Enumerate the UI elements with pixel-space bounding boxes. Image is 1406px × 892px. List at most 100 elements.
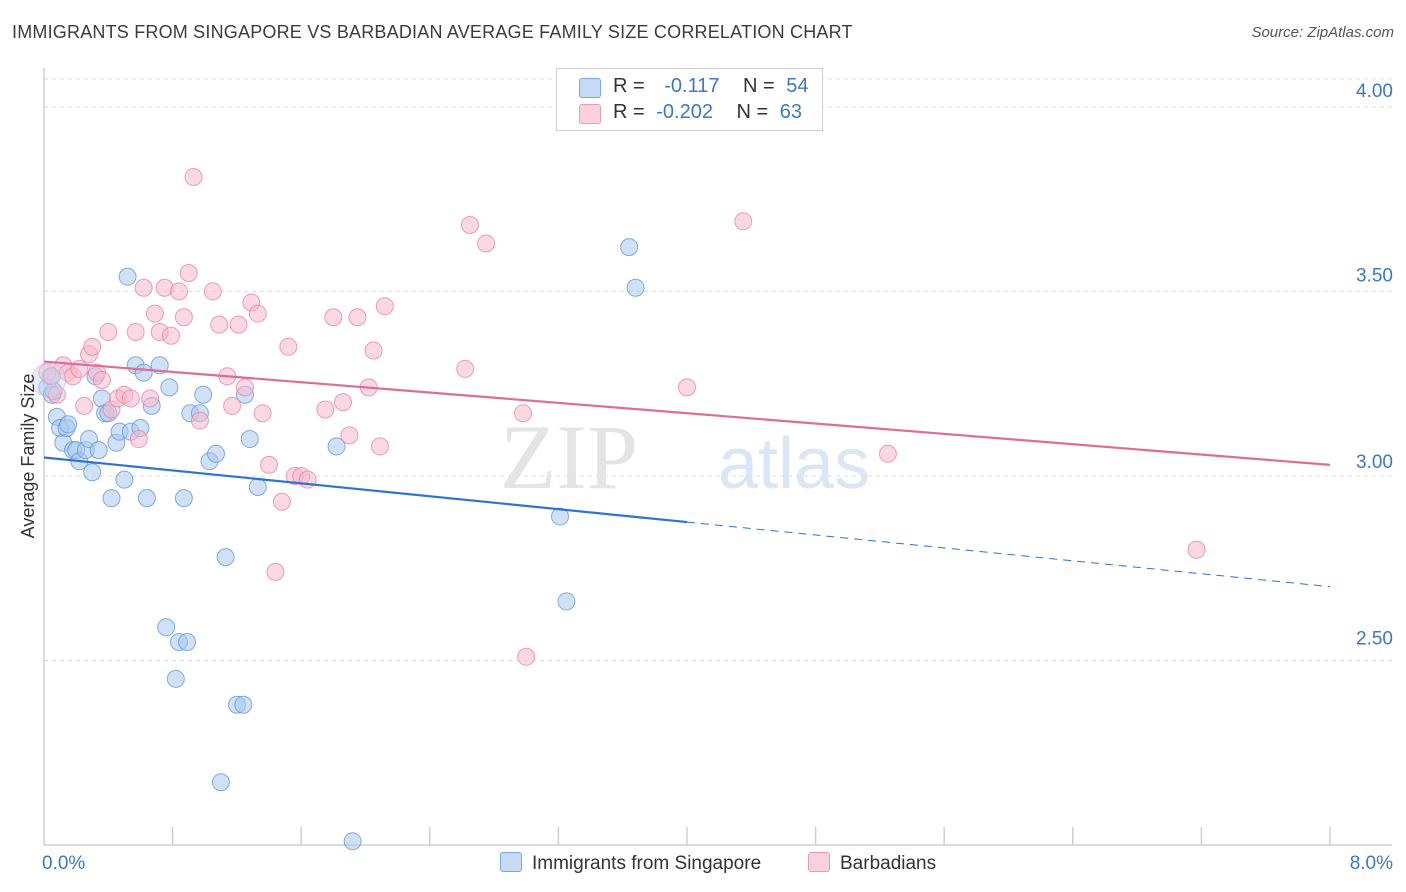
- point-singapore: [248, 478, 267, 497]
- watermark-zip: ZIP: [500, 406, 638, 508]
- point-barbadians: [348, 308, 367, 327]
- point-singapore: [551, 507, 570, 526]
- legend-swatch-singapore: [579, 78, 601, 98]
- point-singapore: [194, 385, 213, 404]
- legend-r-label: R =: [613, 75, 645, 97]
- legend-swatch-barbadians: [579, 104, 601, 124]
- point-barbadians: [203, 282, 222, 301]
- point-barbadians: [272, 492, 291, 511]
- point-singapore: [137, 489, 156, 508]
- bottom-legend-label-barbadians: Barbadians: [840, 853, 937, 874]
- point-barbadians: [364, 341, 383, 360]
- chart-title: IMMIGRANTS FROM SINGAPORE VS BARBADIAN A…: [12, 22, 853, 42]
- point-barbadians: [316, 400, 335, 419]
- bottom-legend-barbadians: Barbadians: [808, 852, 936, 875]
- point-barbadians: [678, 378, 696, 397]
- point-barbadians: [129, 430, 148, 449]
- point-barbadians: [121, 389, 140, 408]
- point-barbadians: [370, 437, 389, 456]
- point-barbadians: [210, 315, 229, 334]
- x-tick-label-max: 8.0%: [1350, 853, 1393, 874]
- point-barbadians: [223, 396, 242, 415]
- point-barbadians: [1187, 540, 1206, 559]
- legend-r-label: R =: [613, 101, 645, 123]
- point-singapore: [207, 444, 226, 463]
- legend-n-value: 54: [786, 75, 809, 97]
- point-singapore: [174, 489, 193, 508]
- y-tick-label: 3.50: [1356, 265, 1393, 286]
- point-singapore: [240, 430, 259, 449]
- point-singapore: [626, 278, 645, 297]
- y-axis-title: Average Family Size: [18, 374, 38, 539]
- point-barbadians: [517, 647, 536, 666]
- point-singapore: [160, 378, 179, 397]
- point-barbadians: [266, 562, 285, 581]
- point-barbadians: [134, 278, 153, 297]
- legend-n-value: 63: [779, 101, 803, 123]
- point-barbadians: [734, 212, 753, 231]
- point-singapore: [178, 633, 197, 652]
- point-barbadians: [235, 378, 254, 397]
- stats-legend: R = -0.117 N = 54 R = -0.202 N = 63: [556, 68, 823, 131]
- point-barbadians: [477, 234, 496, 253]
- bottom-legend-swatch-singapore: [500, 852, 522, 872]
- point-barbadians: [141, 389, 160, 408]
- point-barbadians: [340, 426, 359, 445]
- point-singapore: [343, 832, 362, 851]
- point-singapore: [102, 489, 121, 508]
- point-singapore: [115, 470, 134, 489]
- point-barbadians: [324, 308, 343, 327]
- point-barbadians: [260, 455, 279, 474]
- point-singapore: [118, 267, 137, 286]
- point-barbadians: [333, 393, 352, 412]
- point-barbadians: [161, 326, 180, 345]
- point-barbadians: [253, 404, 272, 423]
- point-singapore: [234, 695, 253, 714]
- point-singapore: [157, 618, 176, 637]
- trend-line-singapore: [43, 456, 688, 524]
- legend-r-value: -0.202: [656, 101, 713, 123]
- y-tick-label: 2.50: [1356, 628, 1393, 649]
- bottom-legend-label-singapore: Immigrants from Singapore: [532, 853, 762, 874]
- point-barbadians: [99, 323, 118, 342]
- watermark-atlas: atlas: [718, 424, 870, 504]
- point-singapore: [211, 773, 230, 792]
- point-singapore: [59, 415, 78, 434]
- point-singapore: [557, 592, 576, 611]
- point-singapore: [134, 363, 153, 382]
- point-barbadians: [456, 359, 475, 378]
- point-barbadians: [460, 216, 479, 234]
- point-barbadians: [514, 404, 533, 423]
- point-barbadians: [75, 396, 94, 415]
- point-singapore: [327, 437, 346, 456]
- point-barbadians: [878, 444, 897, 463]
- bottom-legend-swatch-barbadians: [808, 852, 830, 872]
- x-tick-label-min: 0.0%: [42, 853, 85, 874]
- point-singapore: [83, 463, 102, 482]
- point-barbadians: [179, 263, 198, 282]
- point-barbadians: [190, 411, 209, 430]
- point-singapore: [216, 548, 235, 567]
- legend-n-label: N =: [736, 101, 769, 123]
- point-singapore: [89, 441, 108, 460]
- trend-line-singapore-extension: [686, 521, 1331, 588]
- source-label: Source: ZipAtlas.com: [1251, 24, 1394, 41]
- point-barbadians: [92, 371, 111, 389]
- point-singapore: [620, 238, 639, 257]
- point-barbadians: [279, 337, 298, 356]
- point-barbadians: [248, 304, 267, 323]
- point-barbadians: [229, 315, 248, 334]
- point-barbadians: [145, 304, 164, 323]
- legend-n-label: N =: [743, 75, 775, 97]
- point-barbadians: [170, 282, 189, 301]
- trend-line-barbadians: [43, 360, 1331, 466]
- y-tick-label: 3.00: [1356, 452, 1393, 473]
- y-tick-label: 4.00: [1356, 81, 1393, 102]
- point-barbadians: [174, 308, 193, 327]
- point-singapore: [166, 669, 185, 688]
- point-barbadians: [375, 297, 394, 316]
- legend-r-value: -0.117: [664, 75, 720, 97]
- bottom-legend-singapore: Immigrants from Singapore: [500, 852, 761, 875]
- point-barbadians: [126, 323, 145, 342]
